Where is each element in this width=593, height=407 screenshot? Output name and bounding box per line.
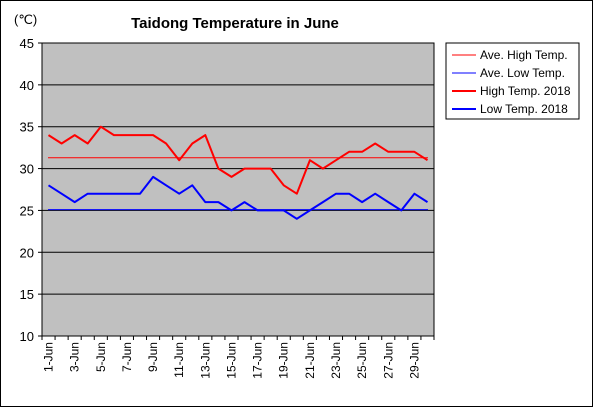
y-tick-label: 30	[20, 162, 34, 177]
legend-label: Ave. High Temp.	[480, 48, 568, 62]
y-unit-label: (℃)	[14, 12, 37, 27]
x-tick-label: 15-Jun	[224, 342, 238, 379]
legend-label: Low Temp. 2018	[480, 102, 568, 116]
chart-title: Taidong Temperature in June	[131, 15, 339, 32]
series-line-high-temp-2018	[47, 125, 429, 195]
x-tick-label: 13-Jun	[198, 342, 212, 379]
legend: Ave. High Temp. Ave. Low Temp. High Temp. …	[445, 42, 580, 120]
legend-box	[445, 42, 580, 120]
x-tick-label: 5-Jun	[94, 342, 108, 372]
y-tick-label: 35	[20, 120, 34, 135]
x-axis-ticks: 1-Jun 3-Jun 5-Jun 7-Jun 9-Jun 11-Jun 13-Jun 15-…	[41, 336, 435, 379]
legend-label: High Temp. 2018	[480, 84, 571, 98]
y-tick-label: 40	[20, 78, 34, 93]
y-tick-label: 25	[20, 203, 34, 218]
y-tick-label: 45	[20, 36, 34, 51]
x-tick-label: 11-Jun	[172, 342, 186, 378]
x-tick-label: 9-Jun	[146, 342, 160, 372]
series-layer	[47, 125, 429, 220]
x-tick-label: 21-Jun	[303, 342, 317, 379]
x-tick-label: 25-Jun	[355, 342, 369, 379]
x-tick-label: 23-Jun	[329, 342, 343, 379]
x-tick-label: 29-Jun	[407, 342, 421, 379]
y-tick-label: 10	[20, 329, 34, 344]
plot-area	[42, 43, 434, 336]
x-tick-label: 7-Jun	[120, 342, 134, 372]
x-tick-label: 3-Jun	[68, 342, 82, 372]
y-tick-label: 15	[20, 287, 34, 302]
y-axis-ticks: 10 15 20 25 30 35 40 45	[20, 36, 42, 344]
y-tick-label: 20	[20, 245, 34, 260]
legend-label: Ave. Low Temp.	[480, 66, 565, 80]
x-tick-label: 27-Jun	[381, 342, 395, 379]
x-tick-label: 17-Jun	[251, 342, 265, 379]
series-line-low-temp-2018	[47, 175, 429, 220]
x-tick-label: 1-Jun	[42, 342, 56, 372]
x-tick-label: 19-Jun	[277, 342, 291, 379]
